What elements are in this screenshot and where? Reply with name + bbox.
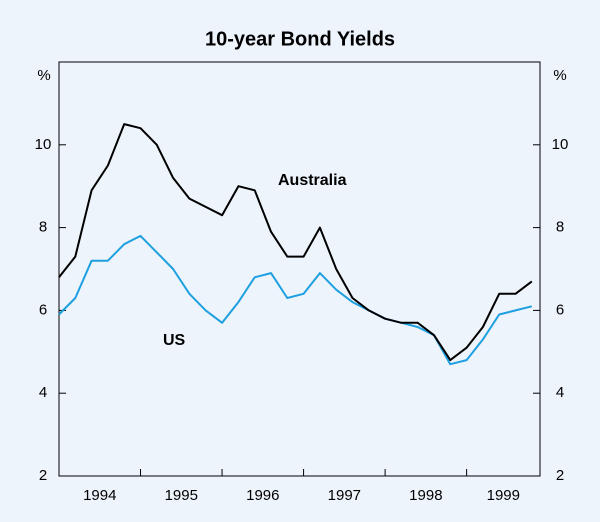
line-series bbox=[58, 123, 533, 362]
y-tick-label-right: 2 bbox=[556, 467, 564, 484]
y-unit-right: % bbox=[553, 67, 566, 84]
y-tick-label-right: 10 bbox=[552, 136, 569, 153]
x-tick-label: 1995 bbox=[165, 487, 198, 504]
series-label: Australia bbox=[278, 172, 347, 189]
x-tick-label: 1996 bbox=[246, 487, 279, 504]
y-tick-label-right: 8 bbox=[556, 219, 564, 236]
plot-frame bbox=[58, 61, 541, 477]
series-label: US bbox=[163, 332, 186, 349]
line-series bbox=[58, 234, 533, 366]
y-tick-label-right: 6 bbox=[556, 301, 564, 318]
x-tick-label: 1998 bbox=[409, 487, 442, 504]
x-tick-label: 1994 bbox=[83, 487, 116, 504]
y-unit-left: % bbox=[37, 67, 50, 84]
x-tick-label: 1999 bbox=[487, 487, 520, 504]
y-tick-label: 2 bbox=[39, 467, 47, 484]
y-tick-label: 10 bbox=[35, 136, 52, 153]
y-tick-label-right: 4 bbox=[556, 384, 564, 401]
y-tick-label: 6 bbox=[39, 301, 47, 318]
x-tick-label: 1997 bbox=[328, 487, 361, 504]
chart-title: 10-year Bond Yields bbox=[205, 28, 395, 50]
y-tick-label: 4 bbox=[39, 384, 47, 401]
y-tick-label: 8 bbox=[39, 219, 47, 236]
